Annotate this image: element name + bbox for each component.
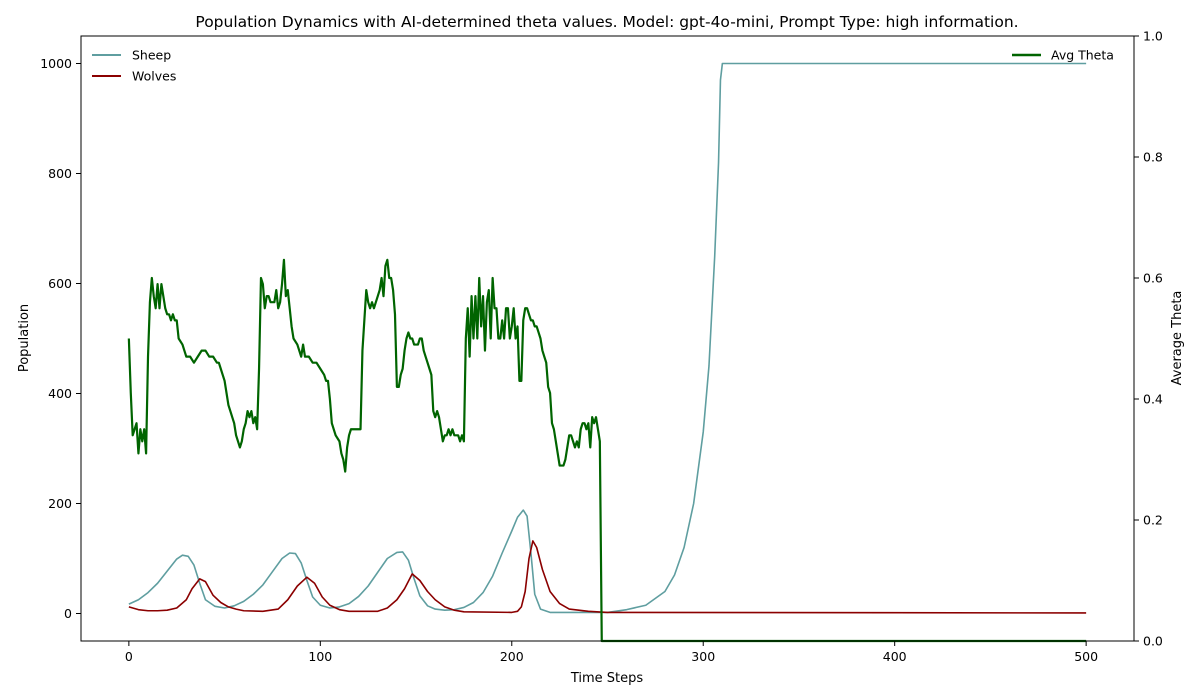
x-axis-label: Time Steps xyxy=(570,671,644,686)
y-tick-label: 1000 xyxy=(40,56,72,71)
y2-tick-label: 0.6 xyxy=(1143,271,1163,286)
y-axis-label: Population xyxy=(17,304,32,372)
legend-right: Avg Theta xyxy=(1012,48,1114,63)
y2-tick-label: 0.2 xyxy=(1143,513,1163,528)
y2-tick-label: 0.8 xyxy=(1143,150,1163,165)
x-tick-label: 100 xyxy=(308,649,332,664)
series-line-sheep xyxy=(128,62,1087,614)
y-tick-label: 0 xyxy=(64,606,72,621)
series-layer xyxy=(127,62,1087,643)
legend-label: Wolves xyxy=(132,69,176,84)
y2-tick-label: 0.4 xyxy=(1143,392,1163,407)
series-line-wolves xyxy=(128,540,1087,614)
y-axis-ticks: 0 200 400 600 800 1000 xyxy=(40,56,81,621)
x-axis-ticks: 0 100 200 300 400 500 xyxy=(125,641,1098,664)
x-tick-label: 400 xyxy=(883,649,907,664)
y-tick-label: 800 xyxy=(48,166,72,181)
chart-title: Population Dynamics with AI-determined t… xyxy=(195,13,1018,31)
legend-left: Sheep Wolves xyxy=(92,48,176,84)
x-tick-label: 300 xyxy=(691,649,715,664)
x-tick-label: 500 xyxy=(1074,649,1098,664)
y-tick-label: 400 xyxy=(48,386,72,401)
y-tick-label: 600 xyxy=(48,276,72,291)
x-tick-label: 0 xyxy=(125,649,133,664)
y-tick-label: 200 xyxy=(48,496,72,511)
y2-axis-label: Average Theta xyxy=(1170,291,1185,386)
legend-label: Sheep xyxy=(132,48,171,63)
series-line-avg-theta xyxy=(127,258,1087,643)
plot-frame xyxy=(80,35,1135,642)
y2-tick-label: 1.0 xyxy=(1143,29,1163,44)
legend-label: Avg Theta xyxy=(1051,48,1114,63)
y2-tick-label: 0.0 xyxy=(1143,634,1163,649)
y2-axis-ticks: 0.0 0.2 0.4 0.6 0.8 1.0 xyxy=(1134,29,1163,649)
x-tick-label: 200 xyxy=(500,649,524,664)
